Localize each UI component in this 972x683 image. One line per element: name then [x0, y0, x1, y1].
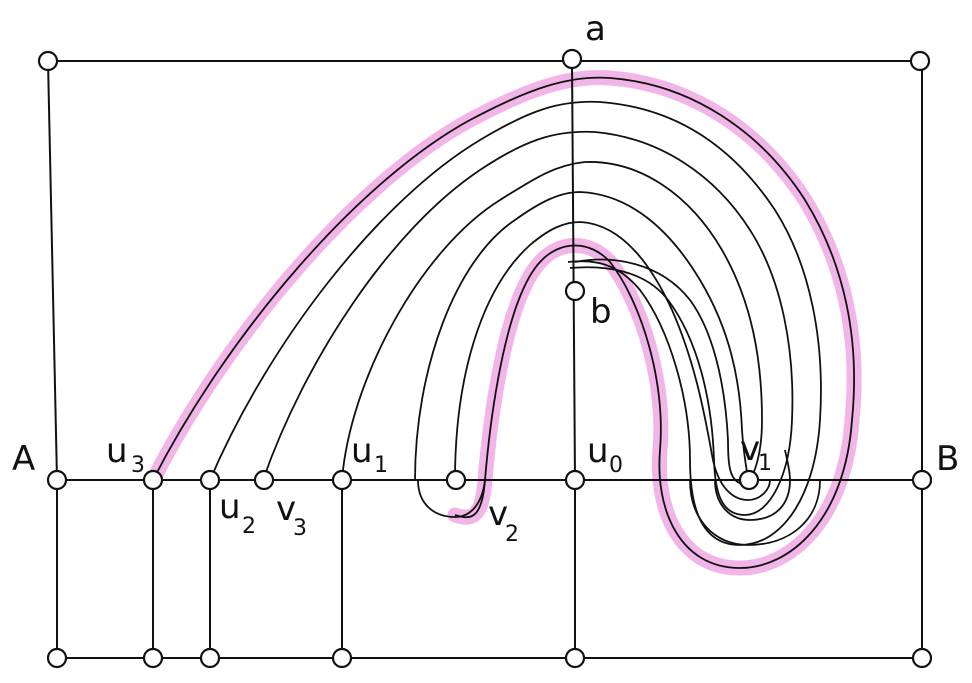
label-u0: u — [587, 431, 609, 471]
edge-left-upper — [47, 60, 58, 481]
nodes — [37, 48, 933, 669]
arch-curves — [152, 76, 855, 569]
label-u3-sub: 3 — [131, 453, 145, 478]
label-u2: u — [219, 487, 241, 527]
label-v2-sub: 2 — [505, 522, 519, 547]
arch-curve-1 — [152, 76, 855, 569]
node-bottom-2 — [142, 647, 164, 669]
node-a — [561, 48, 583, 70]
node-top-left — [37, 50, 59, 72]
node-b — [564, 280, 586, 302]
label-v3-sub: 3 — [293, 516, 307, 541]
labels: a b A B u 3 u 2 v 3 u 1 v 2 u 0 v 1 — [12, 9, 959, 547]
label-u0-sub: 0 — [609, 453, 623, 478]
arch-curve-2 — [209, 100, 822, 546]
label-u2-sub: 2 — [242, 514, 256, 539]
node-top-right — [909, 50, 931, 72]
label-B: B — [936, 439, 959, 479]
arch-curve-5 — [414, 191, 749, 481]
arch-curve-inner-v1 — [714, 449, 791, 521]
arch-curve-3 — [262, 130, 794, 516]
node-bottom-3 — [199, 647, 221, 669]
node-u2 — [199, 469, 221, 491]
label-v3: v — [276, 489, 296, 529]
node-B — [911, 469, 933, 491]
label-v1-sub: 1 — [758, 451, 772, 476]
arch-curve-v2-loop — [417, 479, 486, 518]
arch-curve-6 — [454, 221, 771, 501]
arch-curve-4 — [341, 161, 763, 485]
node-u1 — [331, 469, 353, 491]
node-bottom-6 — [911, 647, 933, 669]
arch-curve-outer-v1 — [689, 479, 821, 546]
label-u3: u — [106, 431, 128, 471]
node-A — [46, 469, 68, 491]
node-bottom-1 — [46, 647, 68, 669]
label-b: b — [590, 292, 612, 332]
node-bottom-5 — [564, 647, 586, 669]
node-v1 — [738, 469, 760, 491]
label-v2: v — [488, 494, 508, 534]
edge-a-u0 — [571, 60, 576, 481]
node-u3 — [142, 469, 164, 491]
label-A: A — [12, 439, 35, 479]
node-bottom-4 — [331, 647, 353, 669]
label-u1: u — [351, 431, 373, 471]
label-v1: v — [740, 429, 760, 469]
node-u0 — [564, 469, 586, 491]
node-v2 — [445, 469, 467, 491]
label-a: a — [585, 9, 606, 49]
label-u1-sub: 1 — [374, 453, 388, 478]
node-v3 — [253, 469, 275, 491]
